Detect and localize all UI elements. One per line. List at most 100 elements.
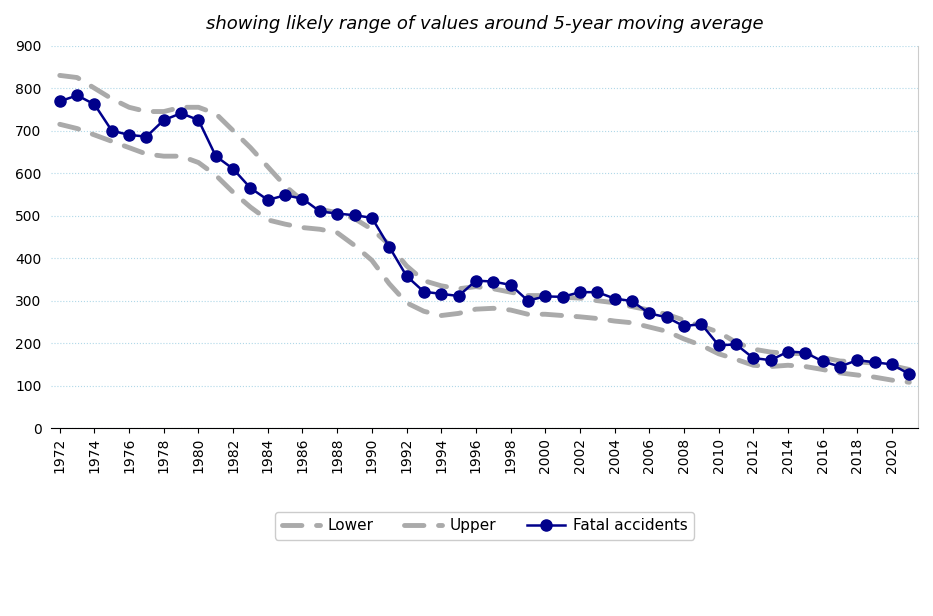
Lower	[244, 203, 256, 211]
Upper	[783, 350, 794, 357]
Fatal accidents	[817, 358, 829, 365]
Upper	[436, 282, 447, 290]
Fatal accidents	[765, 357, 776, 364]
Lower	[522, 310, 534, 318]
Fatal accidents	[72, 92, 83, 99]
Upper	[383, 241, 395, 248]
Lower	[765, 363, 776, 370]
Lower	[557, 312, 568, 319]
Fatal accidents	[436, 290, 447, 298]
Upper	[89, 84, 100, 92]
Fatal accidents	[367, 214, 378, 222]
Upper	[159, 108, 170, 115]
Fatal accidents	[488, 278, 499, 285]
Fatal accidents	[401, 272, 412, 280]
Upper	[175, 103, 187, 111]
Lower	[470, 306, 481, 313]
Lower	[280, 221, 291, 228]
Upper	[244, 144, 256, 152]
Lower	[731, 355, 742, 363]
Upper	[505, 288, 516, 296]
Fatal accidents	[783, 348, 794, 355]
Lower	[783, 362, 794, 369]
Lower	[817, 366, 829, 373]
Fatal accidents	[228, 165, 239, 172]
Lower	[367, 257, 378, 264]
Lower	[661, 328, 672, 335]
Fatal accidents	[262, 197, 273, 204]
Upper	[367, 225, 378, 233]
Upper	[800, 350, 811, 357]
Lower	[592, 315, 603, 322]
Lower	[418, 307, 429, 315]
Upper	[626, 303, 637, 310]
Fatal accidents	[89, 100, 100, 108]
Lower	[886, 376, 898, 384]
Fatal accidents	[661, 314, 672, 321]
Fatal accidents	[869, 359, 880, 366]
Lower	[904, 379, 915, 386]
Upper	[747, 346, 759, 353]
Fatal accidents	[592, 288, 603, 296]
Fatal accidents	[852, 357, 863, 364]
Upper	[297, 197, 308, 205]
Fatal accidents	[175, 110, 187, 117]
Upper	[644, 306, 655, 314]
Lower	[72, 125, 83, 132]
Upper	[488, 285, 499, 293]
Lower	[89, 131, 100, 139]
Fatal accidents	[314, 208, 326, 215]
Upper	[696, 322, 707, 330]
Lower	[539, 310, 550, 318]
Fatal accidents	[470, 277, 481, 285]
Fatal accidents	[54, 98, 65, 105]
Upper	[314, 206, 326, 213]
Fatal accidents	[644, 310, 655, 317]
Upper	[869, 359, 880, 367]
Upper	[661, 310, 672, 318]
Upper	[401, 262, 412, 270]
Lower	[262, 216, 273, 224]
Lower	[575, 313, 586, 320]
Fatal accidents	[609, 295, 620, 302]
Upper	[210, 110, 221, 118]
Fatal accidents	[106, 127, 118, 134]
Lower	[314, 225, 326, 233]
Lower	[626, 319, 637, 326]
Lower	[834, 369, 845, 376]
Fatal accidents	[141, 133, 152, 140]
Lower	[123, 144, 134, 152]
Upper	[592, 297, 603, 304]
Fatal accidents	[539, 293, 550, 300]
Lower	[228, 188, 239, 196]
Fatal accidents	[522, 297, 534, 304]
Fatal accidents	[244, 184, 256, 192]
Upper	[123, 103, 134, 111]
Fatal accidents	[123, 131, 134, 139]
Fatal accidents	[800, 349, 811, 356]
Upper	[557, 294, 568, 301]
Fatal accidents	[193, 116, 204, 124]
Lower	[678, 335, 689, 342]
Fatal accidents	[713, 342, 724, 349]
Fatal accidents	[678, 322, 689, 330]
Upper	[609, 299, 620, 307]
Fatal accidents	[349, 211, 360, 219]
Upper	[904, 366, 915, 373]
Lower	[193, 159, 204, 166]
Upper	[106, 95, 118, 102]
Title: showing likely range of values around 5-year moving average: showing likely range of values around 5-…	[206, 15, 763, 33]
Fatal accidents	[280, 192, 291, 199]
Upper	[522, 292, 534, 299]
Upper	[54, 71, 65, 79]
Lower	[383, 280, 395, 287]
Lower	[453, 310, 464, 317]
Upper	[575, 294, 586, 302]
Lower	[747, 362, 759, 369]
Legend: Lower, Upper, Fatal accidents: Lower, Upper, Fatal accidents	[275, 513, 693, 540]
Fatal accidents	[626, 298, 637, 305]
Fatal accidents	[331, 210, 342, 217]
Upper	[228, 127, 239, 134]
Upper	[193, 103, 204, 111]
Upper	[713, 328, 724, 336]
